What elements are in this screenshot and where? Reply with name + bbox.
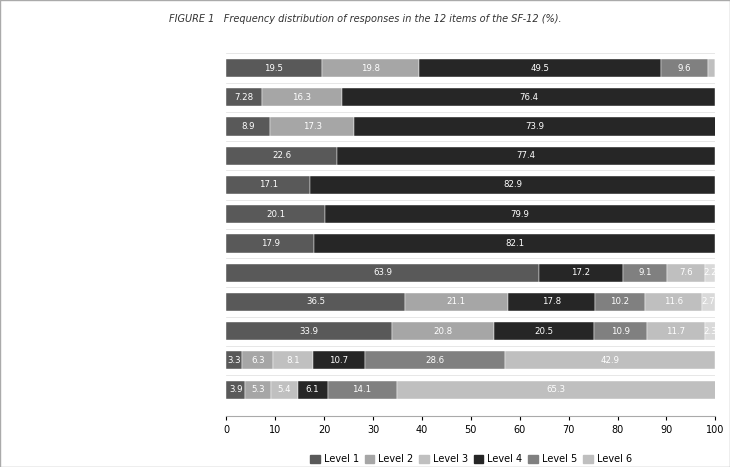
Text: 20.1: 20.1 <box>266 210 285 219</box>
Bar <box>342 88 715 106</box>
Text: 8.1: 8.1 <box>286 356 300 365</box>
Bar <box>505 351 715 369</box>
Bar <box>704 322 716 340</box>
Text: 2.7: 2.7 <box>702 297 715 306</box>
Bar <box>396 381 716 399</box>
Bar <box>702 293 715 311</box>
Text: 36.5: 36.5 <box>306 297 325 306</box>
Bar <box>365 351 505 369</box>
Bar <box>667 263 704 282</box>
Bar <box>493 322 594 340</box>
Text: 14.1: 14.1 <box>353 385 372 394</box>
Text: 33.9: 33.9 <box>300 326 319 336</box>
Legend: Level 1, Level 2, Level 3, Level 4, Level 5, Level 6: Level 1, Level 2, Level 3, Level 4, Leve… <box>306 450 636 467</box>
Text: 9.6: 9.6 <box>677 64 691 72</box>
Bar <box>623 263 667 282</box>
Text: 76.4: 76.4 <box>519 93 538 102</box>
Bar <box>328 381 396 399</box>
Bar <box>226 118 270 135</box>
Bar <box>245 381 272 399</box>
Bar <box>508 293 595 311</box>
Bar <box>226 263 539 282</box>
Bar <box>704 263 715 282</box>
Bar <box>648 322 704 340</box>
Text: 21.1: 21.1 <box>447 297 466 306</box>
Text: 63.9: 63.9 <box>373 268 392 277</box>
Text: 17.9: 17.9 <box>261 239 280 248</box>
Bar <box>226 234 314 253</box>
Bar <box>226 59 322 77</box>
Bar <box>310 176 715 194</box>
Bar <box>298 381 328 399</box>
Text: 5.4: 5.4 <box>277 385 291 394</box>
Bar <box>539 263 623 282</box>
Bar <box>226 205 325 223</box>
Text: 9.1: 9.1 <box>639 268 652 277</box>
Text: 5.3: 5.3 <box>252 385 265 394</box>
Text: 6.3: 6.3 <box>251 356 265 365</box>
Bar <box>313 351 365 369</box>
Bar <box>262 88 342 106</box>
Text: 11.6: 11.6 <box>664 297 683 306</box>
Text: FIGURE 1   Frequency distribution of responses in the 12 items of the SF-12 (%).: FIGURE 1 Frequency distribution of respo… <box>169 14 561 24</box>
Bar <box>594 322 648 340</box>
Bar <box>337 147 715 165</box>
Bar <box>392 322 493 340</box>
Text: 2.2: 2.2 <box>703 268 717 277</box>
Text: 82.1: 82.1 <box>505 239 524 248</box>
Bar <box>715 59 722 77</box>
Text: 8.9: 8.9 <box>242 122 255 131</box>
Bar <box>314 234 715 253</box>
Text: 17.3: 17.3 <box>302 122 322 131</box>
Bar <box>418 59 661 77</box>
Text: 77.4: 77.4 <box>517 151 536 160</box>
Bar <box>272 381 298 399</box>
Text: 49.5: 49.5 <box>530 64 549 72</box>
Text: 19.5: 19.5 <box>264 64 283 72</box>
Text: 10.7: 10.7 <box>329 356 349 365</box>
Text: 7.6: 7.6 <box>679 268 693 277</box>
Text: 11.7: 11.7 <box>666 326 685 336</box>
Bar <box>226 176 310 194</box>
Bar <box>226 351 242 369</box>
Bar <box>226 322 392 340</box>
Text: 10.2: 10.2 <box>610 297 629 306</box>
Bar <box>355 118 716 135</box>
Bar <box>645 293 702 311</box>
Text: 19.8: 19.8 <box>361 64 380 72</box>
Text: 3.3: 3.3 <box>228 356 241 365</box>
Bar <box>226 147 337 165</box>
Bar <box>595 293 645 311</box>
Text: 20.5: 20.5 <box>534 326 553 336</box>
Text: 17.1: 17.1 <box>258 180 277 190</box>
Text: 73.9: 73.9 <box>526 122 545 131</box>
Text: 6.1: 6.1 <box>306 385 320 394</box>
Text: 7.28: 7.28 <box>234 93 253 102</box>
Text: 65.3: 65.3 <box>547 385 566 394</box>
Text: 28.6: 28.6 <box>426 356 445 365</box>
Text: 42.9: 42.9 <box>601 356 620 365</box>
Bar <box>226 381 245 399</box>
Text: 3.9: 3.9 <box>229 385 242 394</box>
Text: 22.6: 22.6 <box>272 151 291 160</box>
Bar <box>405 293 508 311</box>
Text: 79.9: 79.9 <box>510 210 529 219</box>
Bar <box>325 205 715 223</box>
Bar <box>707 59 715 77</box>
Bar <box>226 88 262 106</box>
Text: 16.3: 16.3 <box>292 93 311 102</box>
Text: 2.3: 2.3 <box>704 326 717 336</box>
Bar <box>661 59 707 77</box>
Bar <box>226 293 405 311</box>
Bar <box>322 59 418 77</box>
Bar <box>270 118 355 135</box>
Text: 82.9: 82.9 <box>503 180 522 190</box>
Text: 20.8: 20.8 <box>434 326 453 336</box>
Text: 10.9: 10.9 <box>611 326 630 336</box>
Text: 17.8: 17.8 <box>542 297 561 306</box>
Bar <box>273 351 313 369</box>
Bar <box>242 351 273 369</box>
Text: 17.2: 17.2 <box>572 268 591 277</box>
